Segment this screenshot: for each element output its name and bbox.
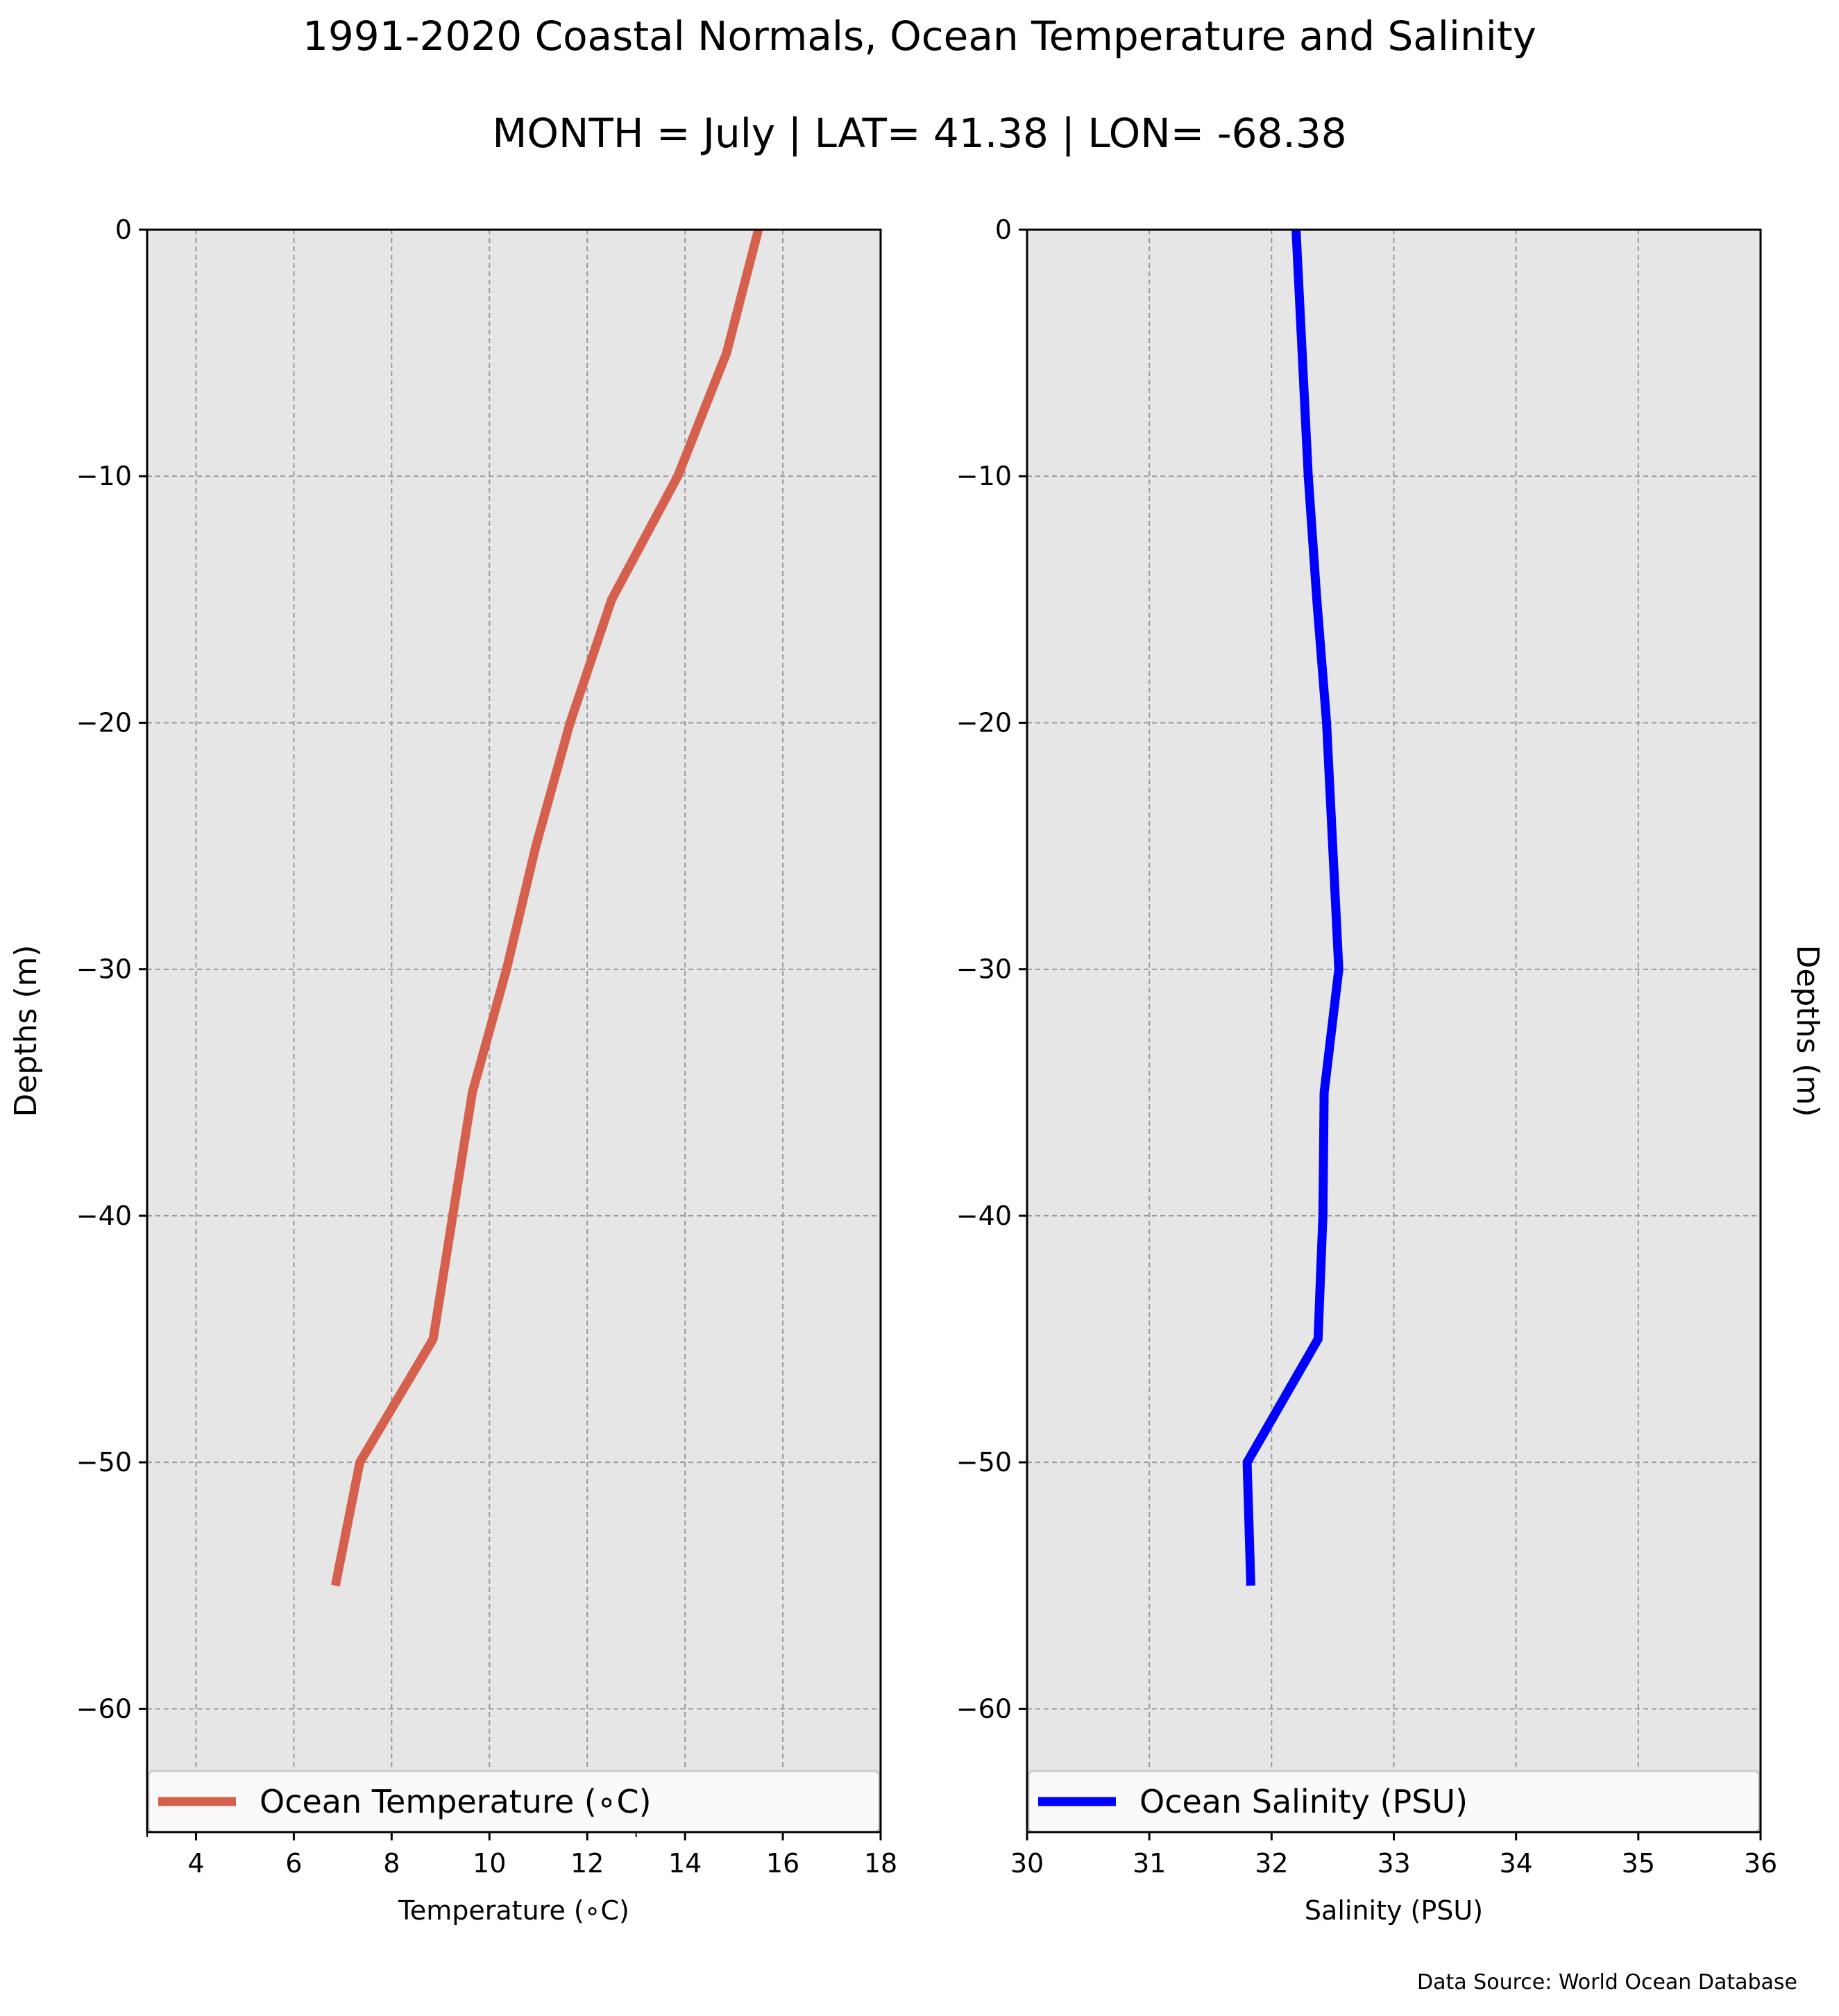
chart-panel-1: Ocean Temperature (∘C) 4 6 8 10 12 14 16 18 0 −10 −… <box>8 214 897 1926</box>
legend-label: Ocean Salinity (PSU) <box>1139 1783 1468 1820</box>
plot-area <box>147 230 881 1832</box>
x-tick-label: 18 <box>864 1848 897 1879</box>
x-tick-label: 14 <box>668 1848 702 1879</box>
x-tick-label: 8 <box>383 1848 400 1879</box>
x-tick-label: 35 <box>1622 1848 1655 1879</box>
x-tick-label: 33 <box>1377 1848 1410 1879</box>
series-line <box>330 228 763 1587</box>
figure-subtitle: MONTH = July | LAT= 41.38 | LON= -68.38 <box>492 110 1346 157</box>
charts: Ocean Temperature (∘C) 4 6 8 10 12 14 16 18 0 −10 −… <box>8 214 1825 1926</box>
chart-panel-2: Ocean Salinity (PSU) 30 31 32 33 34 35 36 0 −10 −2… <box>956 214 1825 1926</box>
x-tick-label: 16 <box>766 1848 799 1879</box>
x-tick-label: 10 <box>473 1848 506 1879</box>
x-tick-label: 36 <box>1744 1848 1777 1879</box>
y-tick-label: −30 <box>76 954 132 985</box>
series-line <box>1242 229 1344 1586</box>
y-axis-label: Depths (m) <box>1790 945 1825 1117</box>
figure-title: 1991-2020 Coastal Normals, Ocean Tempera… <box>303 12 1536 60</box>
source-note: Data Source: World Ocean Database <box>1417 1970 1797 1994</box>
y-tick-label: −10 <box>956 461 1012 491</box>
y-tick-label: 0 <box>115 214 132 245</box>
x-tick-label: 30 <box>1010 1848 1044 1879</box>
x-axis-label: Salinity (PSU) <box>1305 1895 1483 1926</box>
y-tick-label: −30 <box>956 954 1012 985</box>
y-tick-label: −20 <box>76 707 132 738</box>
y-tick-label: −40 <box>76 1201 132 1231</box>
legend: Ocean Temperature (∘C) <box>147 1770 881 1833</box>
x-tick-label: 12 <box>570 1848 604 1879</box>
y-axis-label: Depths (m) <box>8 945 44 1117</box>
y-tick-label: 0 <box>995 214 1012 245</box>
axes-frame <box>146 228 882 1833</box>
x-tick-label: 6 <box>285 1848 302 1879</box>
y-tick-label: −50 <box>956 1447 1012 1477</box>
y-tick-label: −20 <box>956 707 1012 738</box>
y-tick-label: −10 <box>76 461 132 491</box>
x-tick-label: 34 <box>1499 1848 1532 1879</box>
y-tick-label: −40 <box>956 1201 1012 1231</box>
y-tick-label: −60 <box>76 1693 132 1724</box>
legend: Ocean Salinity (PSU) <box>1027 1770 1761 1833</box>
x-tick-label: 4 <box>187 1848 204 1879</box>
y-tick-label: −60 <box>956 1693 1012 1724</box>
x-axis-label: Temperature (∘C) <box>398 1895 629 1926</box>
x-tick-label: 31 <box>1133 1848 1166 1879</box>
x-tick-label: 32 <box>1255 1848 1288 1879</box>
y-tick-label: −50 <box>76 1447 132 1477</box>
legend-label: Ocean Temperature (∘C) <box>260 1783 652 1820</box>
